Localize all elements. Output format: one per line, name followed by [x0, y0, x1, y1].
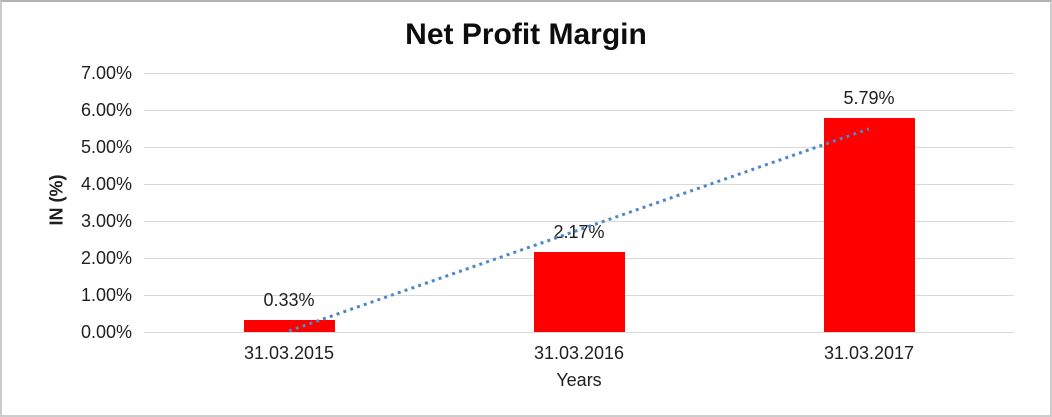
x-axis-tick-label: 31.03.2017: [823, 343, 915, 363]
data-label: 5.79%: [843, 88, 895, 108]
x-axis-tick-label: 31.03.2016: [533, 343, 625, 363]
gridline: [144, 110, 1014, 111]
data-label: 0.33%: [263, 290, 315, 310]
bar-31.03.2015[interactable]: [244, 320, 335, 332]
y-axis-tick-label: 5.00%: [80, 137, 132, 157]
y-axis-tick-label: 4.00%: [80, 174, 132, 194]
y-axis-tick-label: 1.00%: [80, 285, 132, 305]
chart-title: Net Profit Margin: [405, 18, 647, 51]
data-label: 2.17%: [553, 222, 605, 242]
y-axis-tick-label: 3.00%: [80, 211, 132, 231]
y-axis-tick-label: 6.00%: [80, 100, 132, 120]
y-axis-tick-label: 7.00%: [80, 63, 132, 83]
gridline: [144, 332, 1014, 333]
y-axis-tick-label: 0.00%: [80, 322, 132, 342]
gridline: [144, 73, 1014, 74]
bar-31.03.2016[interactable]: [534, 252, 625, 332]
y-axis-tick-label: 2.00%: [80, 248, 132, 268]
x-axis-tick-label: 31.03.2015: [243, 343, 335, 363]
x-axis-title: Years: [556, 370, 602, 390]
bar-31.03.2017[interactable]: [824, 118, 915, 332]
